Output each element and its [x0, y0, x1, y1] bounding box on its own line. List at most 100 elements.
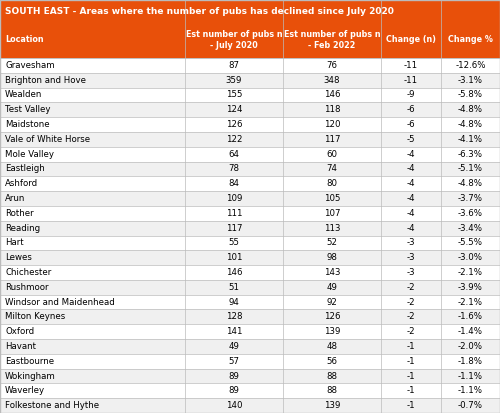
Text: -1: -1	[406, 372, 416, 380]
Text: -11: -11	[404, 61, 418, 70]
Bar	[0, 235, 500, 250]
Text: -4.1%: -4.1%	[458, 135, 483, 144]
Bar	[0, 398, 500, 413]
Text: 122: 122	[226, 135, 242, 144]
Text: 89: 89	[228, 372, 239, 380]
Text: -3.0%: -3.0%	[458, 253, 483, 262]
Text: -4: -4	[406, 179, 416, 188]
Text: 140: 140	[226, 401, 242, 410]
Bar	[0, 132, 500, 147]
Bar	[0, 221, 500, 235]
Text: -4.8%: -4.8%	[458, 105, 483, 114]
Text: -1: -1	[406, 357, 416, 366]
Text: -5.8%: -5.8%	[458, 90, 483, 100]
Bar	[0, 117, 500, 132]
Text: 64: 64	[228, 150, 239, 159]
Text: 94: 94	[228, 297, 239, 306]
Text: Maidstone: Maidstone	[5, 120, 50, 129]
Bar	[0, 147, 500, 161]
Bar	[0, 324, 500, 339]
Text: -11: -11	[404, 76, 418, 85]
Bar	[0, 58, 500, 73]
Bar	[0, 102, 500, 117]
Text: -2: -2	[406, 327, 416, 336]
Text: 143: 143	[324, 268, 340, 277]
Text: -12.6%: -12.6%	[455, 61, 486, 70]
Bar	[0, 354, 500, 369]
Text: -1: -1	[406, 386, 416, 395]
Text: -3.4%: -3.4%	[458, 223, 483, 233]
Bar	[0, 250, 500, 265]
Text: 146: 146	[324, 90, 340, 100]
Text: Mole Valley: Mole Valley	[5, 150, 54, 159]
Text: Wealden: Wealden	[5, 90, 43, 100]
Text: -4: -4	[406, 223, 416, 233]
Text: 124: 124	[226, 105, 242, 114]
Text: 359: 359	[226, 76, 242, 85]
Text: 60: 60	[326, 150, 338, 159]
Text: -5: -5	[406, 135, 416, 144]
Text: Test Valley: Test Valley	[5, 105, 51, 114]
Text: 126: 126	[226, 120, 242, 129]
Bar	[0, 22, 500, 58]
Text: 126: 126	[324, 312, 340, 321]
Text: -3.1%: -3.1%	[458, 76, 483, 85]
Text: -1: -1	[406, 401, 416, 410]
Text: -3.9%: -3.9%	[458, 283, 483, 292]
Text: Est number of pubs n
- Feb 2022: Est number of pubs n - Feb 2022	[284, 30, 380, 50]
Text: Rother: Rother	[5, 209, 34, 218]
Bar	[0, 176, 500, 191]
Text: Wokingham: Wokingham	[5, 372, 56, 380]
Text: 139: 139	[324, 401, 340, 410]
Bar	[0, 280, 500, 294]
Text: 52: 52	[326, 238, 338, 247]
Text: Waverley: Waverley	[5, 386, 45, 395]
Text: 55: 55	[228, 238, 239, 247]
Bar	[0, 88, 500, 102]
Text: -5.1%: -5.1%	[458, 164, 483, 173]
Text: -3.6%: -3.6%	[458, 209, 483, 218]
Bar	[0, 73, 500, 88]
Text: -3.7%: -3.7%	[458, 194, 483, 203]
Text: Arun: Arun	[5, 194, 25, 203]
Text: 109: 109	[226, 194, 242, 203]
Text: Milton Keynes: Milton Keynes	[5, 312, 65, 321]
Text: -1.4%: -1.4%	[458, 327, 483, 336]
Text: -2.0%: -2.0%	[458, 342, 483, 351]
Text: -4: -4	[406, 164, 416, 173]
Text: Windsor and Maidenhead: Windsor and Maidenhead	[5, 297, 115, 306]
Text: 139: 139	[324, 327, 340, 336]
Text: 88: 88	[326, 372, 338, 380]
Text: 48: 48	[326, 342, 338, 351]
Text: 89: 89	[228, 386, 239, 395]
Text: -2.1%: -2.1%	[458, 297, 483, 306]
Text: 49: 49	[326, 283, 338, 292]
Text: 92: 92	[326, 297, 338, 306]
Text: -0.7%: -0.7%	[458, 401, 483, 410]
Text: -4: -4	[406, 150, 416, 159]
Text: SOUTH EAST - Areas where the number of pubs has declined since July 2020: SOUTH EAST - Areas where the number of p…	[5, 7, 394, 16]
Bar	[0, 383, 500, 398]
Text: 105: 105	[324, 194, 340, 203]
Text: 111: 111	[226, 209, 242, 218]
Bar	[0, 0, 500, 22]
Text: -4: -4	[406, 194, 416, 203]
Text: -6.3%: -6.3%	[458, 150, 483, 159]
Text: Brighton and Hove: Brighton and Hove	[5, 76, 86, 85]
Bar	[0, 369, 500, 383]
Text: 155: 155	[226, 90, 242, 100]
Bar	[0, 206, 500, 221]
Text: -4.8%: -4.8%	[458, 120, 483, 129]
Text: -6: -6	[406, 120, 416, 129]
Bar	[0, 161, 500, 176]
Text: 348: 348	[324, 76, 340, 85]
Text: 87: 87	[228, 61, 239, 70]
Text: 120: 120	[324, 120, 340, 129]
Text: 56: 56	[326, 357, 338, 366]
Text: 51: 51	[228, 283, 239, 292]
Bar	[0, 309, 500, 324]
Text: 98: 98	[326, 253, 338, 262]
Text: -1.8%: -1.8%	[458, 357, 483, 366]
Text: 84: 84	[228, 179, 239, 188]
Text: 57: 57	[228, 357, 239, 366]
